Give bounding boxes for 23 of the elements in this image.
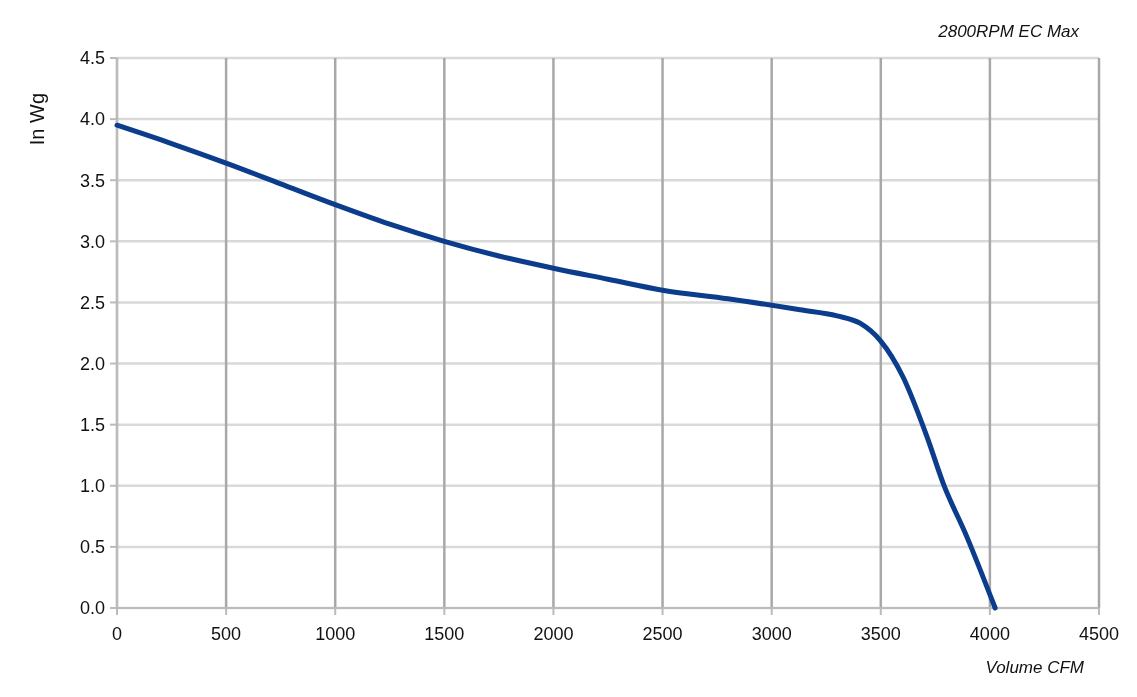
x-tick-label: 1500 — [424, 624, 465, 644]
x-tick-label: 2500 — [642, 624, 683, 644]
x-tick-label: 4500 — [1078, 624, 1120, 644]
y-tick-label: 0.0 — [79, 598, 105, 619]
y-tick-label: 3.5 — [79, 170, 105, 191]
x-tick-label: 3500 — [860, 624, 901, 644]
x-tick-label: 0 — [111, 624, 123, 644]
y-tick-label: 0.5 — [79, 537, 105, 558]
y-tick-label: 3.0 — [79, 231, 105, 252]
x-tick-label: 1000 — [315, 624, 356, 644]
x-tick-label: 2000 — [533, 624, 574, 644]
x-tick-label: 3000 — [751, 624, 792, 644]
y-tick-label: 1.0 — [79, 476, 105, 497]
y-tick-label: 1.5 — [79, 414, 105, 435]
y-tick-label: 4.0 — [79, 109, 105, 130]
y-tick-label: 2.0 — [79, 353, 105, 374]
x-axis-title: Volume CFM — [985, 658, 1085, 677]
x-tick-label: 500 — [211, 624, 242, 644]
x-tick-label: 4000 — [969, 624, 1010, 644]
y-tick-label: 2.5 — [79, 292, 105, 313]
chart-title: 2800RPM EC Max — [937, 22, 1080, 41]
y-axis-title: In Wg — [26, 92, 48, 146]
y-tick-label: 4.5 — [79, 48, 105, 69]
